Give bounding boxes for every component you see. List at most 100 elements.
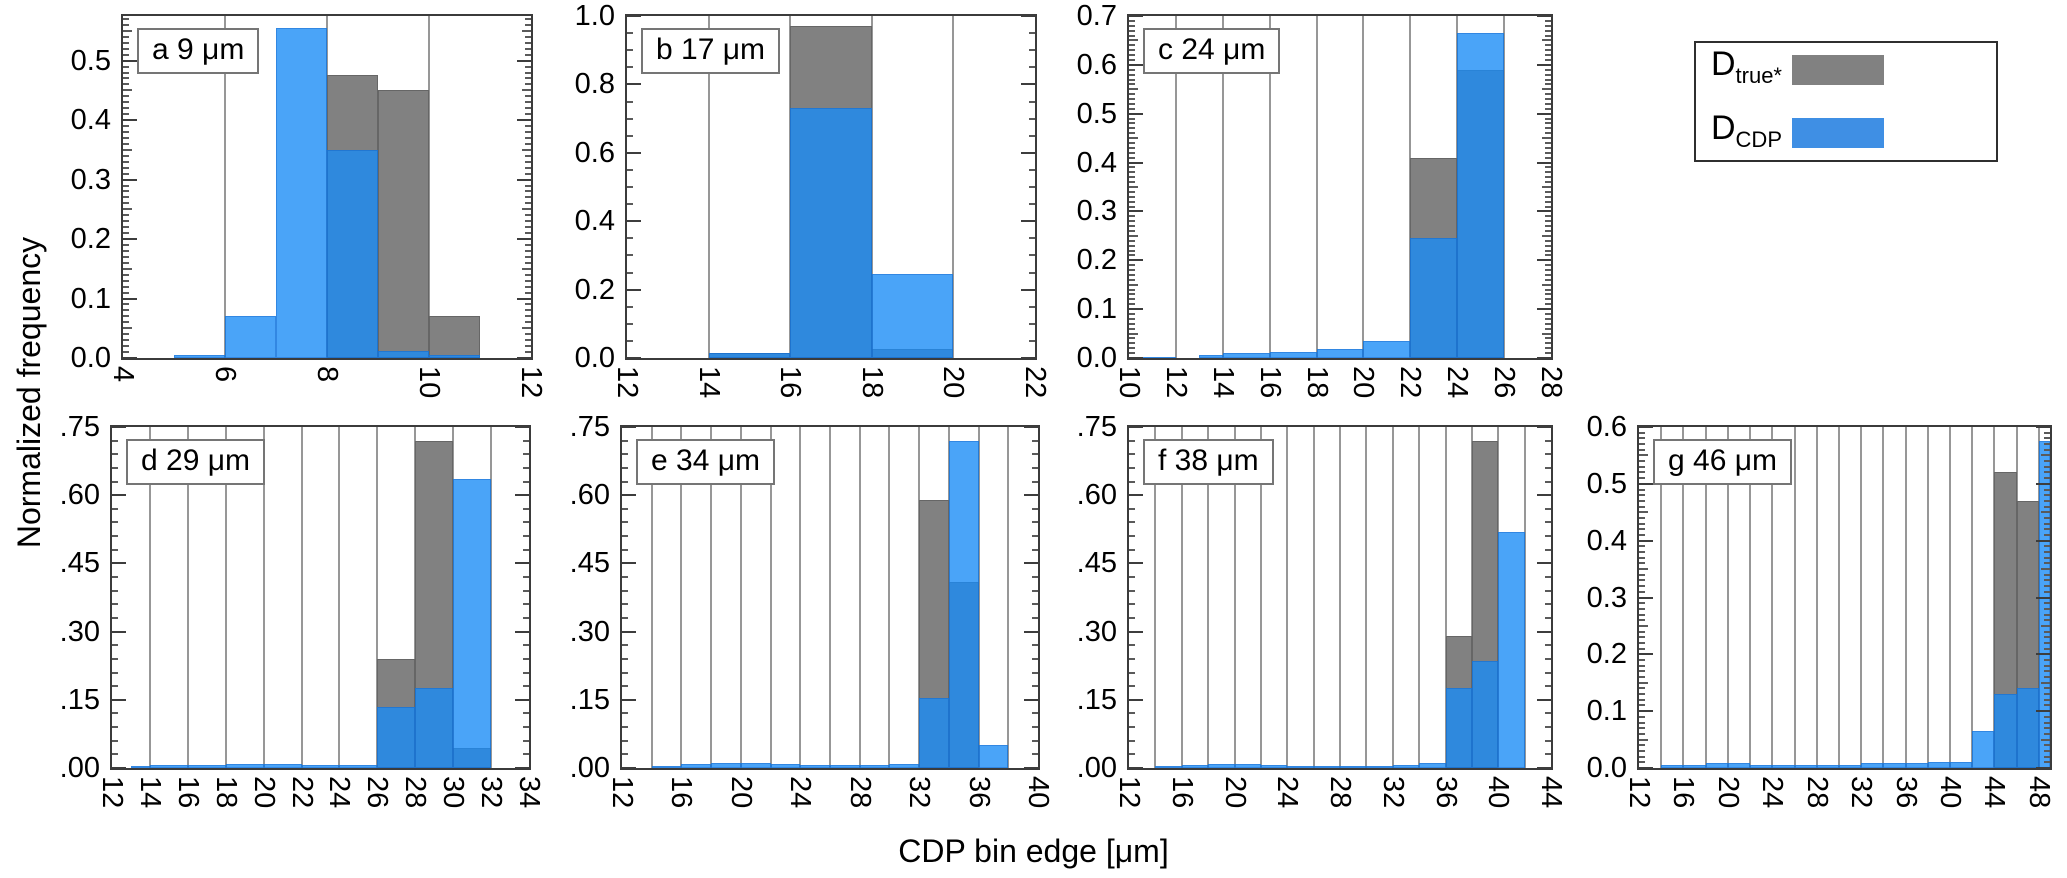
y-minor-tick xyxy=(525,83,531,86)
bar-blue xyxy=(1129,356,1176,358)
x-tick-label: 14 xyxy=(134,776,166,808)
y-minor-tick xyxy=(1129,657,1135,660)
y-minor-tick xyxy=(1029,237,1035,240)
y-major-tick xyxy=(515,562,529,565)
y-minor-tick xyxy=(112,589,118,592)
y-minor-tick xyxy=(525,249,531,252)
legend-swatch-blue xyxy=(1792,118,1884,149)
y-minor-tick xyxy=(2044,727,2050,730)
gridline xyxy=(1315,16,1318,358)
gridline xyxy=(1180,427,1183,768)
y-minor-tick xyxy=(627,32,633,35)
y-minor-tick xyxy=(2044,744,2050,747)
y-minor-tick xyxy=(1639,562,1645,565)
y-minor-tick xyxy=(1129,576,1135,579)
y-minor-tick xyxy=(112,480,118,483)
gridline xyxy=(1793,427,1796,768)
y-major-tick xyxy=(1129,15,1143,17)
y-minor-tick xyxy=(525,71,531,74)
y-minor-tick xyxy=(2044,630,2050,633)
y-major-tick xyxy=(2036,710,2050,713)
y-minor-tick xyxy=(2044,676,2050,679)
bar-blue xyxy=(2038,441,2050,768)
y-minor-tick xyxy=(1639,516,1645,519)
y-minor-tick xyxy=(1129,83,1135,86)
y-minor-tick xyxy=(1129,283,1138,286)
x-tick-label: 28 xyxy=(399,776,431,808)
y-minor-tick xyxy=(523,507,529,510)
y-minor-tick xyxy=(2044,670,2050,673)
y-minor-tick xyxy=(1545,151,1551,154)
y-minor-tick xyxy=(2041,624,2050,627)
y-minor-tick xyxy=(123,160,129,163)
y-minor-tick xyxy=(1545,685,1551,688)
y-minor-tick xyxy=(1129,234,1138,237)
y-minor-tick xyxy=(622,507,628,510)
y-major-tick xyxy=(1024,767,1038,769)
bar-blue xyxy=(1861,763,1884,768)
bar-blue xyxy=(1838,764,1862,768)
y-major-tick xyxy=(1639,596,1653,599)
y-minor-tick xyxy=(1639,437,1645,440)
y-minor-tick xyxy=(1639,505,1645,508)
y-minor-tick xyxy=(2044,687,2050,690)
bar-blue xyxy=(263,764,302,768)
y-minor-tick xyxy=(1639,528,1645,531)
y-minor-tick xyxy=(1129,293,1135,296)
y-major-tick xyxy=(1537,426,1551,428)
y-minor-tick xyxy=(1545,726,1551,729)
y-minor-tick xyxy=(1545,576,1551,579)
y-minor-tick xyxy=(523,480,529,483)
y-major-tick xyxy=(1129,161,1143,164)
y-minor-tick xyxy=(1545,195,1551,198)
y-minor-tick xyxy=(1545,278,1551,281)
y-minor-tick xyxy=(1545,337,1551,340)
y-minor-tick xyxy=(1545,273,1551,276)
y-minor-tick xyxy=(1029,186,1035,188)
y-minor-tick xyxy=(2044,448,2050,451)
y-minor-tick xyxy=(525,315,531,318)
y-major-tick xyxy=(123,238,137,241)
bar-blue xyxy=(2016,688,2039,768)
y-minor-tick xyxy=(1639,585,1645,588)
y-minor-tick xyxy=(112,753,118,756)
y-minor-tick xyxy=(525,136,531,139)
panel-c: 0.0 0.1 0.2 0.3 0.4 0.5 0.6 0.7 10 12 14 16 18 20 22 24… xyxy=(1077,0,1567,398)
y-minor-tick xyxy=(112,507,118,510)
bar-gray xyxy=(378,90,429,358)
y-minor-tick xyxy=(1129,93,1135,96)
legend-label-dtrue: Dtrue* xyxy=(1711,47,1782,93)
x-axis-title: CDP bin edge [μm] xyxy=(898,833,1169,869)
y-tick-label: 0.2 xyxy=(1076,244,1117,277)
y-minor-tick xyxy=(1639,681,1648,684)
bar-blue xyxy=(1419,762,1446,768)
y-tick-label: .15 xyxy=(569,683,610,716)
y-minor-tick xyxy=(523,739,529,742)
x-tick-label: 36 xyxy=(963,776,995,808)
y-minor-tick xyxy=(1545,19,1551,22)
y-minor-tick xyxy=(123,243,129,246)
bar-blue xyxy=(740,763,771,768)
y-minor-tick xyxy=(1639,431,1645,434)
y-minor-tick xyxy=(1545,166,1551,169)
y-tick-label: .75 xyxy=(569,411,610,443)
bar-blue xyxy=(1794,765,1817,768)
y-minor-tick xyxy=(2044,590,2050,593)
y-minor-tick xyxy=(1545,347,1551,350)
y-minor-tick xyxy=(525,279,531,282)
y-minor-tick xyxy=(1032,753,1038,756)
bar-gray xyxy=(1994,472,2017,768)
y-minor-tick xyxy=(2044,749,2050,752)
y-minor-tick xyxy=(1129,200,1135,203)
gridline xyxy=(1312,427,1315,768)
y-major-tick xyxy=(1024,562,1038,565)
plot-area-g: 0.0 0.1 0.2 0.3 0.4 0.5 0.6 12 16 20 24 28 32 36 40 44 4… xyxy=(1587,411,2055,808)
panel-label-d: d 29 μm xyxy=(126,439,265,485)
y-major-tick xyxy=(1129,357,1143,359)
y-minor-tick xyxy=(1129,73,1135,76)
y-minor-tick xyxy=(525,130,531,133)
y-minor-tick xyxy=(1545,83,1551,86)
x-tick-label: 30 xyxy=(437,776,469,808)
y-major-tick xyxy=(1129,630,1143,633)
gridline xyxy=(224,427,227,768)
